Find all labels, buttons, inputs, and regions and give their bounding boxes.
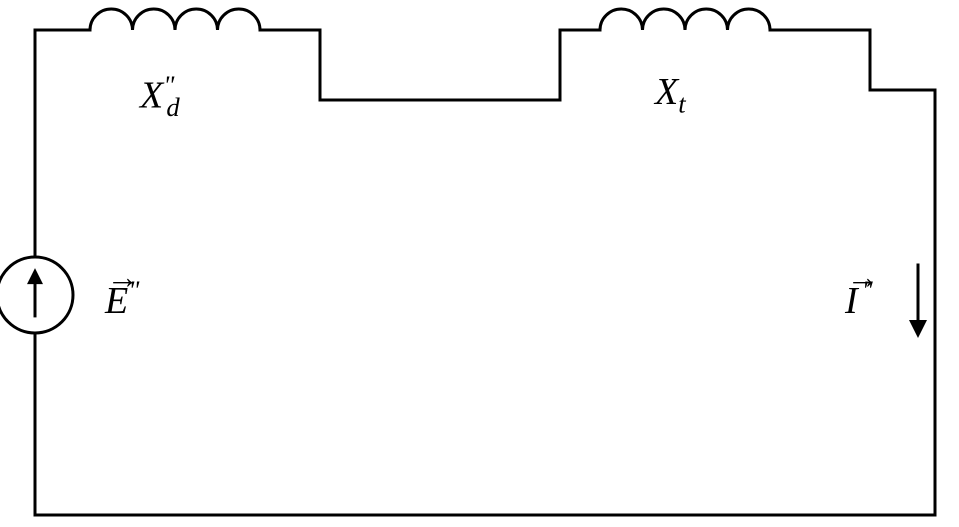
label-xt: Xt bbox=[655, 70, 686, 120]
label-i: I" bbox=[845, 275, 873, 323]
label-xt-sub: t bbox=[678, 89, 685, 119]
label-e: E" bbox=[105, 275, 139, 323]
label-e-base: E bbox=[105, 280, 128, 322]
label-xd-base: X bbox=[140, 75, 163, 117]
label-xd-sub: d bbox=[166, 92, 179, 122]
label-xt-base: X bbox=[655, 71, 678, 113]
label-xd: X"d bbox=[140, 70, 180, 123]
label-i-base: I bbox=[845, 280, 858, 322]
